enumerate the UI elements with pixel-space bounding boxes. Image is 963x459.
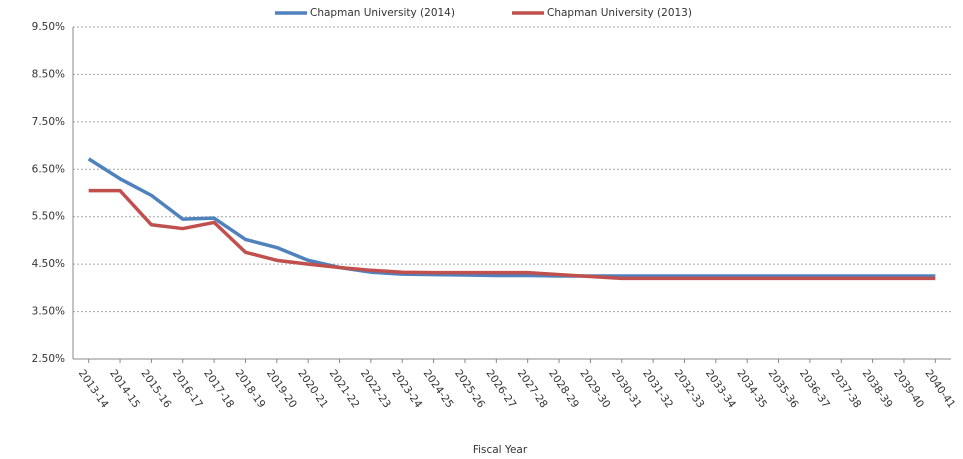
x-tick-label: 2013-14 [76, 368, 111, 411]
x-tick-label: 2030-31 [609, 368, 644, 411]
x-tick-label: 2034-35 [734, 368, 769, 411]
x-axis-title: Fiscal Year [473, 444, 528, 456]
x-tick-label: 2029-30 [577, 368, 612, 411]
series-line [88, 188, 936, 281]
x-tick-label: 2031-32 [640, 368, 675, 411]
x-tick-label: 2015-16 [138, 368, 173, 411]
legend-label: Chapman University (2013) [547, 7, 692, 19]
legend-label: Chapman University (2014) [310, 7, 455, 19]
x-tick-label: 2035-36 [766, 368, 801, 411]
x-tick-label: 2028-29 [546, 368, 581, 411]
y-tick-label: 2.50% [32, 353, 65, 365]
x-tick-label: 2033-34 [703, 368, 738, 411]
y-tick-label: 5.50% [32, 211, 65, 223]
x-tick-label: 2023-24 [389, 368, 424, 411]
y-tick-label: 9.50% [32, 21, 65, 33]
x-tick-label: 2022-23 [358, 368, 393, 411]
x-tick-label: 2032-33 [672, 368, 707, 411]
x-tick-label: 2038-39 [860, 368, 895, 411]
y-tick-label: 3.50% [32, 306, 65, 318]
x-tick-label: 2020-21 [295, 368, 330, 411]
y-tick-label: 6.50% [32, 163, 65, 175]
y-tick-label: 7.50% [32, 116, 65, 128]
x-tick-label: 2036-37 [797, 368, 832, 411]
x-tick-label: 2037-38 [828, 368, 863, 411]
x-tick-label: 2014-15 [107, 368, 142, 411]
series-line [87, 157, 936, 278]
x-tick-label: 2040-41 [922, 368, 957, 411]
x-tick-label: 2025-26 [452, 368, 487, 411]
x-tick-label: 2019-20 [264, 368, 299, 411]
x-tick-label: 2017-18 [201, 368, 236, 411]
x-tick-label: 2024-25 [421, 368, 456, 411]
x-tick-label: 2021-22 [327, 368, 362, 411]
x-tick-label: 2027-28 [515, 368, 550, 411]
y-tick-label: 8.50% [32, 68, 65, 80]
x-tick-label: 2039-40 [891, 368, 926, 411]
x-tick-label: 2016-17 [170, 368, 205, 411]
y-tick-label: 4.50% [32, 258, 65, 270]
x-tick-label: 2018-19 [233, 368, 268, 411]
x-tick-label: 2026-27 [483, 368, 518, 411]
